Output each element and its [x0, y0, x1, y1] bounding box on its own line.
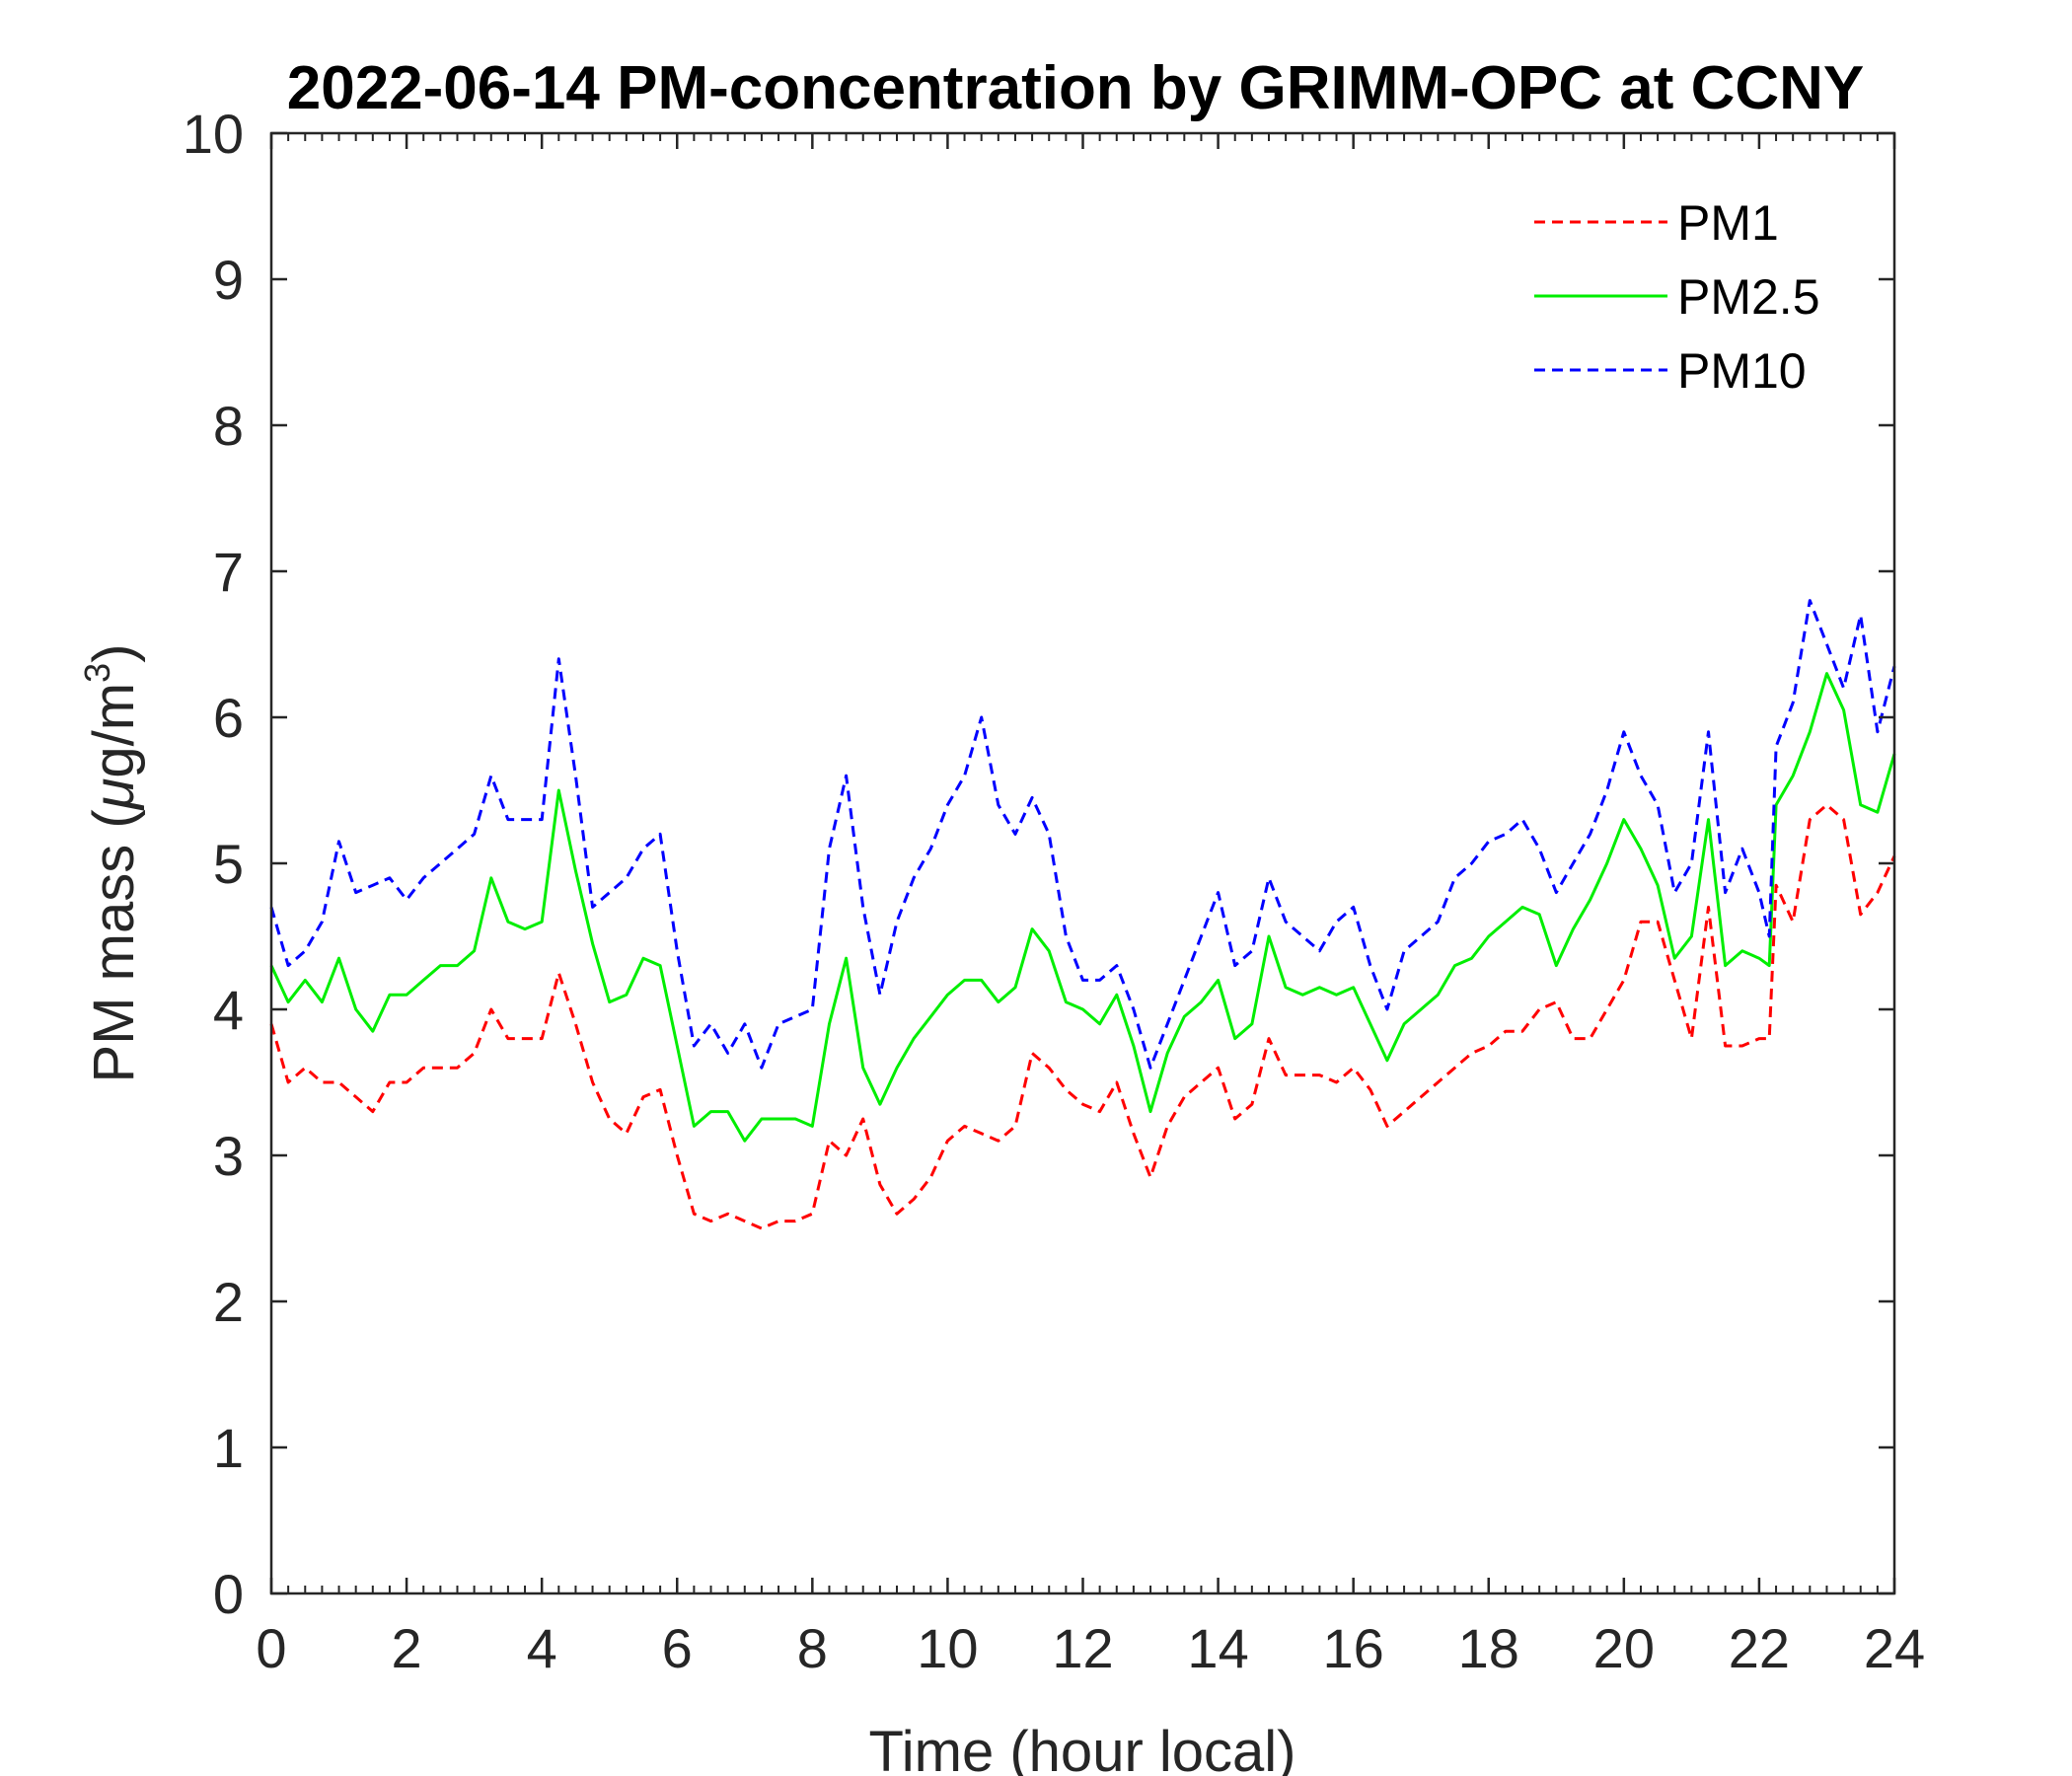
- x-tick-label: 6: [662, 1617, 693, 1679]
- x-tick-label: 20: [1593, 1617, 1655, 1679]
- y-tick-label: 1: [213, 1417, 244, 1479]
- y-tick-label: 5: [213, 833, 244, 895]
- y-axis-label-main: PM mass (: [82, 809, 146, 1082]
- x-tick-label: 16: [1323, 1617, 1384, 1679]
- y-tick-label: 0: [213, 1563, 244, 1625]
- y-axis-label-mu: μ: [82, 778, 146, 812]
- y-tick-label: 10: [183, 103, 244, 165]
- y-tick-label: 6: [213, 687, 244, 749]
- plot-area: [271, 133, 1894, 1593]
- x-tick-label: 12: [1052, 1617, 1113, 1679]
- x-tick-label: 4: [527, 1617, 557, 1679]
- series-layer: [269, 599, 1896, 1230]
- y-tick-label: 9: [213, 249, 244, 311]
- series-line-pm10: [269, 599, 1896, 1070]
- axes-layer: [269, 131, 1896, 1595]
- y-axis-label-exp: 3: [77, 663, 117, 683]
- series-line-pm1: [269, 803, 1896, 1230]
- legend-label-pm10: PM10: [1677, 343, 1807, 399]
- x-tick-label: 14: [1187, 1617, 1248, 1679]
- x-tick-label: 0: [256, 1617, 286, 1679]
- legend: PM1 PM2.5 PM10: [1534, 195, 1820, 399]
- x-axis-label: Time (hour local): [869, 1720, 1296, 1776]
- x-tick-label: 10: [917, 1617, 978, 1679]
- y-tick-label: 2: [213, 1271, 244, 1333]
- x-tick-label: 18: [1458, 1617, 1519, 1679]
- x-tick-label: 2: [392, 1617, 422, 1679]
- legend-label-pm1: PM1: [1677, 195, 1779, 251]
- y-axis-label-unit: g/m: [82, 683, 146, 778]
- y-axis-label: PM mass (μg/m3): [77, 644, 146, 1083]
- y-tick-label: 4: [213, 979, 244, 1041]
- y-tick-label: 7: [213, 541, 244, 603]
- legend-label-pm25: PM2.5: [1677, 269, 1820, 325]
- y-axis-label-close: ): [82, 644, 146, 663]
- x-tick-label: 24: [1864, 1617, 1925, 1679]
- y-tick-label: 8: [213, 395, 244, 457]
- series-line-pm25: [269, 672, 1896, 1143]
- x-tick-label: 8: [797, 1617, 828, 1679]
- y-tick-label: 3: [213, 1125, 244, 1187]
- x-tick-label: 22: [1729, 1617, 1790, 1679]
- chart-title: 2022-06-14 PM-concentration by GRIMM-OPC…: [287, 54, 1865, 122]
